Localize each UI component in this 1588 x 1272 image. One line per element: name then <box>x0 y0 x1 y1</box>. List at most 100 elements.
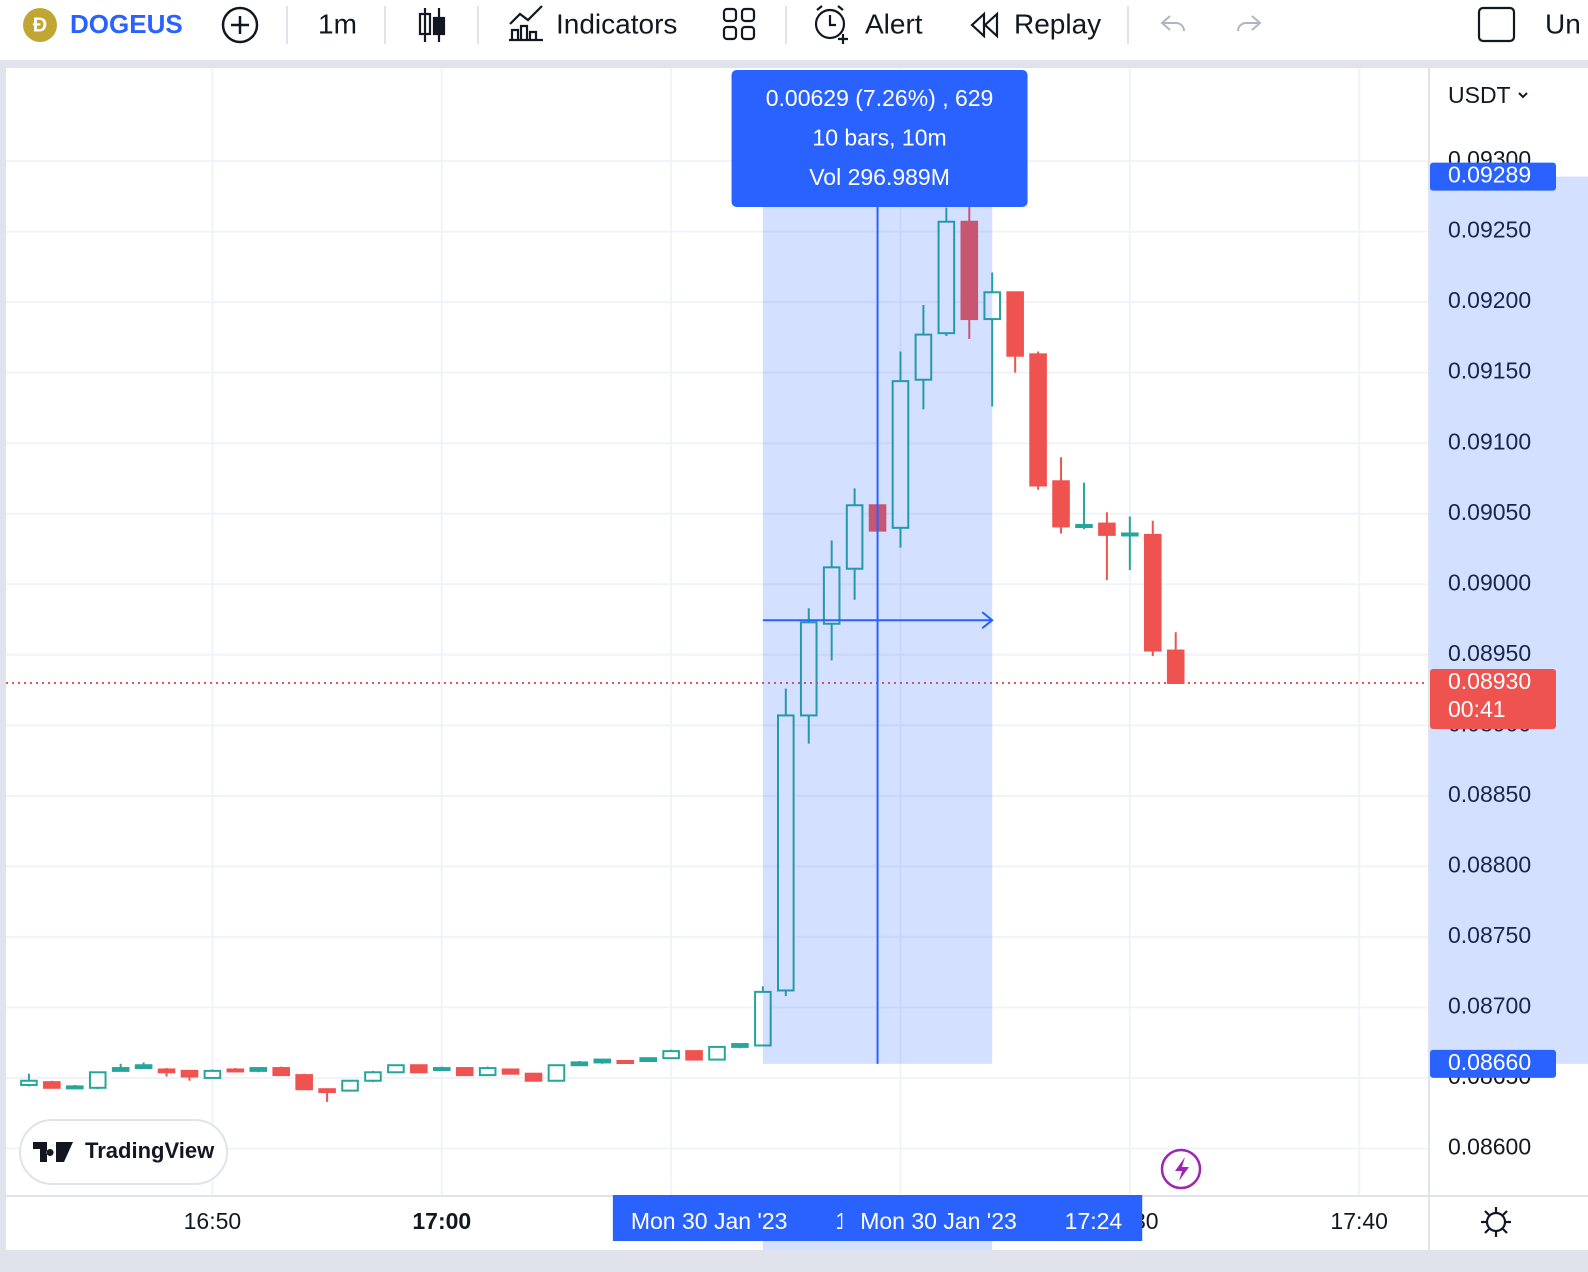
candle-body <box>708 1045 726 1061</box>
candle-body <box>134 1064 153 1070</box>
time-label: 17:24 <box>1065 1208 1123 1234</box>
currency-button[interactable]: USDT <box>1448 82 1528 108</box>
indicators-label[interactable]: Indicators <box>556 8 677 39</box>
redo-button[interactable] <box>1237 15 1262 32</box>
candle-body <box>822 566 841 625</box>
layout-button[interactable] <box>722 7 756 41</box>
compare-button[interactable] <box>221 6 259 44</box>
price-label: 0.08930 <box>1448 668 1531 694</box>
settings-button[interactable] <box>1481 1207 1511 1237</box>
price-label-box <box>1430 1049 1556 1078</box>
indicators-button[interactable]: Indicators <box>509 5 677 42</box>
measure-text: Vol 296.989M <box>809 164 950 190</box>
candle-body <box>685 1050 703 1061</box>
y-tick-label: 0.08800 <box>1448 851 1531 877</box>
candle-body <box>272 1067 291 1077</box>
layout-name[interactable]: Un <box>1545 8 1581 39</box>
y-tick-label: 0.09100 <box>1448 428 1531 454</box>
price-label: 0.09289 <box>1448 162 1531 188</box>
chart-type-button[interactable] <box>418 8 446 42</box>
body-icon <box>418 12 432 36</box>
measure-text: 0.00629 (7.26%) , 629 <box>766 85 994 111</box>
candle-body <box>983 291 1002 321</box>
candle-body <box>88 1071 107 1089</box>
candle-body <box>295 1074 313 1091</box>
candle-body <box>570 1061 589 1067</box>
candle-body <box>731 1043 749 1048</box>
candle-body <box>1006 291 1024 357</box>
grid-cell <box>740 7 756 23</box>
symbol-button[interactable]: Ð DOGEUS <box>23 8 183 42</box>
y-tick-label: 0.09200 <box>1448 287 1531 313</box>
candle-body <box>1075 524 1093 529</box>
grid-cell <box>722 25 738 41</box>
coin-icon <box>23 8 57 42</box>
lightning-button[interactable] <box>1160 1148 1202 1190</box>
candle-body <box>914 333 933 381</box>
price-axis <box>1430 68 1588 1195</box>
watermark-logo <box>33 1142 73 1162</box>
fullscreen-button[interactable] <box>1477 6 1516 43</box>
countdown: 00:41 <box>1448 696 1506 722</box>
candle-body <box>410 1064 428 1074</box>
price-label-box <box>1430 162 1556 191</box>
candle-body <box>501 1068 520 1075</box>
grid <box>6 68 1428 1195</box>
gear-icon <box>1485 1211 1507 1233</box>
plus-icon <box>231 16 249 34</box>
x-tick-label: 17:40 <box>1330 1208 1388 1234</box>
candle-body <box>1143 533 1162 652</box>
watermark[interactable]: TradingView <box>19 1119 228 1185</box>
indicators-icon <box>509 5 543 42</box>
x-tick-label: 17:00 <box>412 1208 471 1234</box>
candle-body <box>111 1067 130 1072</box>
y-tick-label: 0.08600 <box>1448 1134 1531 1160</box>
alert-icon-detail <box>816 5 848 44</box>
candles <box>20 176 1185 1102</box>
candle-body <box>799 621 818 717</box>
plus-circle <box>221 6 259 44</box>
candle-body <box>754 990 772 1047</box>
candle-body <box>845 504 864 570</box>
chart-pane <box>6 68 1428 1195</box>
y-tick-label: 0.08850 <box>1448 781 1531 807</box>
axes: 0.086000.086500.087000.087500.088000.088… <box>184 146 1588 1250</box>
watermark-text: TradingView <box>85 1138 215 1163</box>
price-label: 0.08660 <box>1448 1049 1531 1075</box>
candle-body <box>662 1050 680 1060</box>
undo-button[interactable] <box>1160 15 1185 32</box>
candle-body <box>593 1058 612 1064</box>
interval[interactable]: 1m <box>318 8 357 39</box>
y-tick-label: 0.08700 <box>1448 992 1531 1018</box>
grid-cell <box>722 7 738 23</box>
body-icon <box>432 16 446 36</box>
candle-body <box>1121 532 1139 537</box>
date-label: Mon 30 Jan '23 <box>860 1208 1017 1234</box>
alert-label[interactable]: Alert <box>865 8 923 39</box>
candle-body <box>1166 649 1185 684</box>
lightning-icon <box>1175 1157 1189 1181</box>
replay-label[interactable]: Replay <box>1014 8 1101 39</box>
candle-body <box>777 714 795 992</box>
coin-glyph: Ð <box>33 14 47 36</box>
candle-body <box>180 1069 199 1078</box>
candle-body <box>937 220 956 335</box>
y-tick-label: 0.09050 <box>1448 499 1531 525</box>
candle-body <box>364 1071 382 1082</box>
candle-body <box>318 1088 336 1094</box>
y-tick-label: 0.08950 <box>1448 640 1531 666</box>
y-tick-label: 0.08750 <box>1448 922 1531 948</box>
candle-body <box>387 1064 405 1074</box>
candle-body <box>249 1067 268 1072</box>
symbol[interactable]: DOGEUS <box>70 9 183 39</box>
replay-button[interactable]: Replay <box>970 8 1101 39</box>
currency[interactable]: USDT <box>1448 82 1511 108</box>
candle-body <box>341 1079 359 1092</box>
candle-body <box>616 1060 635 1065</box>
measure-tooltip <box>731 70 1028 207</box>
candle-body <box>1029 353 1047 487</box>
alert-button[interactable]: Alert <box>814 5 923 44</box>
candle-body <box>455 1067 474 1077</box>
